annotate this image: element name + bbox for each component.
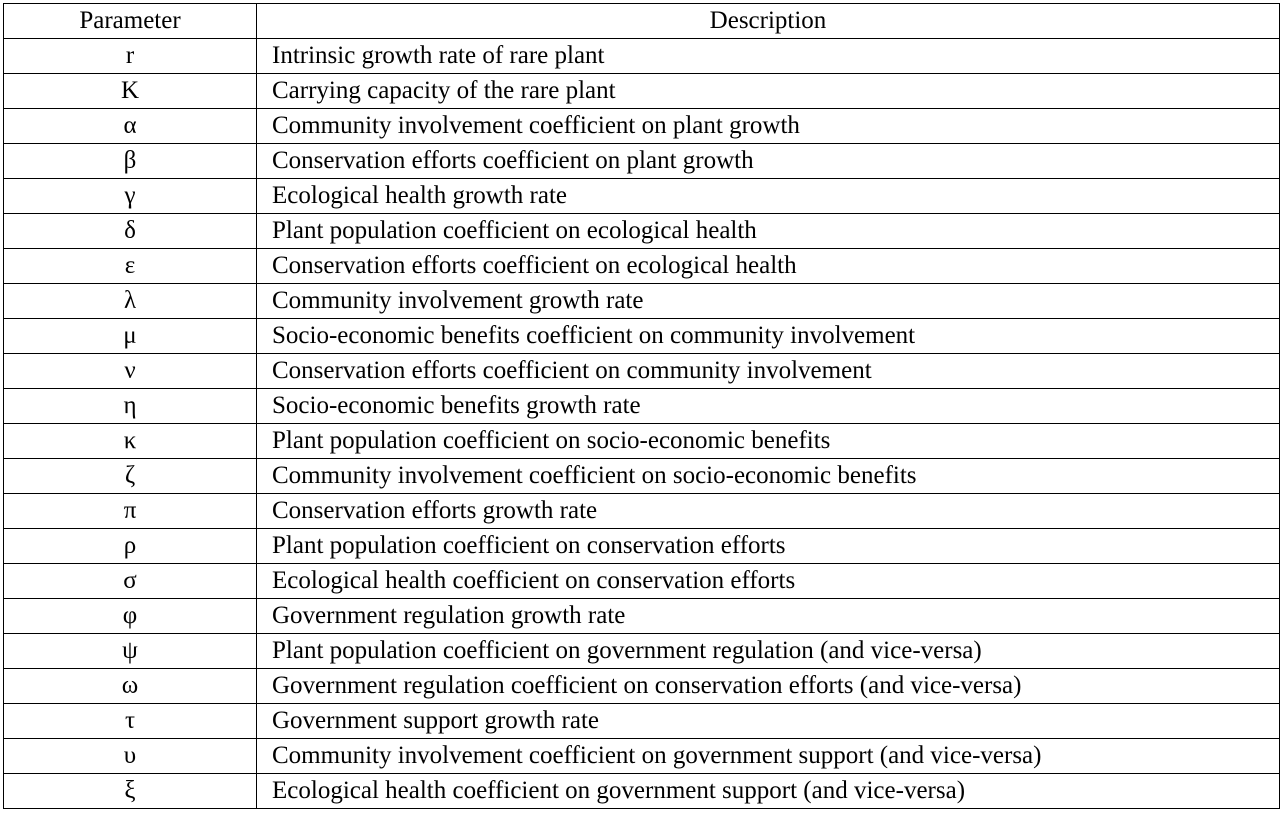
table-row: δ Plant population coefficient on ecolog… (3, 213, 1280, 249)
parameter-description: Plant population coefficient on socio-ec… (256, 423, 1280, 459)
parameter-symbol: ω (3, 668, 257, 704)
parameter-symbol: π (3, 493, 257, 529)
table-row: ε Conservation efforts coefficient on ec… (3, 248, 1280, 284)
parameter-description: Plant population coefficient on governme… (256, 633, 1280, 669)
parameter-description: Community involvement coefficient on soc… (256, 458, 1280, 494)
parameter-symbol: ξ (3, 773, 257, 809)
parameter-symbol: φ (3, 598, 257, 634)
parameter-description: Conservation efforts coefficient on comm… (256, 353, 1280, 389)
table-row: β Conservation efforts coefficient on pl… (3, 143, 1280, 179)
parameter-description: Intrinsic growth rate of rare plant (256, 38, 1280, 74)
table-body: r Intrinsic growth rate of rare plant K … (3, 38, 1280, 809)
parameter-description: Socio-economic benefits coefficient on c… (256, 318, 1280, 354)
parameter-description: Plant population coefficient on conserva… (256, 528, 1280, 564)
parameter-symbol: ν (3, 353, 257, 389)
parameter-symbol: τ (3, 703, 257, 739)
parameter-symbol: ρ (3, 528, 257, 564)
parameter-symbol: β (3, 143, 257, 179)
parameter-description: Socio-economic benefits growth rate (256, 388, 1280, 424)
parameter-description: Government regulation growth rate (256, 598, 1280, 634)
parameter-description: Community involvement coefficient on gov… (256, 738, 1280, 774)
table-row: π Conservation efforts growth rate (3, 493, 1280, 529)
table-row: τ Government support growth rate (3, 703, 1280, 739)
table-row: φ Government regulation growth rate (3, 598, 1280, 634)
parameter-symbol: μ (3, 318, 257, 354)
table-row: α Community involvement coefficient on p… (3, 108, 1280, 144)
table-row: ζ Community involvement coefficient on s… (3, 458, 1280, 494)
table-row: σ Ecological health coefficient on conse… (3, 563, 1280, 599)
parameter-symbol: γ (3, 178, 257, 214)
table-row: ψ Plant population coefficient on govern… (3, 633, 1280, 669)
parameter-description: Government support growth rate (256, 703, 1280, 739)
parameter-symbol: λ (3, 283, 257, 319)
header-row: Parameter Description (3, 3, 1280, 39)
table-row: ξ Ecological health coefficient on gover… (3, 773, 1280, 809)
parameter-description: Conservation efforts coefficient on ecol… (256, 248, 1280, 284)
parameter-symbol: κ (3, 423, 257, 459)
parameter-description: Conservation efforts coefficient on plan… (256, 143, 1280, 179)
parameter-symbol: η (3, 388, 257, 424)
table-row: κ Plant population coefficient on socio-… (3, 423, 1280, 459)
parameter-symbol: r (3, 38, 257, 74)
parameter-table-container: Parameter Description r Intrinsic growth… (3, 3, 1280, 809)
parameter-description: Community involvement growth rate (256, 283, 1280, 319)
header-parameter: Parameter (3, 3, 257, 39)
table-row: ω Government regulation coefficient on c… (3, 668, 1280, 704)
parameter-description: Conservation efforts growth rate (256, 493, 1280, 529)
parameter-description: Ecological health coefficient on governm… (256, 773, 1280, 809)
parameter-symbol: υ (3, 738, 257, 774)
table-row: λ Community involvement growth rate (3, 283, 1280, 319)
parameter-symbol: δ (3, 213, 257, 249)
parameter-description: Ecological health coefficient on conserv… (256, 563, 1280, 599)
parameter-symbol: ψ (3, 633, 257, 669)
parameter-symbol: ζ (3, 458, 257, 494)
parameter-description: Carrying capacity of the rare plant (256, 73, 1280, 109)
parameter-description: Government regulation coefficient on con… (256, 668, 1280, 704)
table-header: Parameter Description (3, 3, 1280, 39)
parameter-description: Community involvement coefficient on pla… (256, 108, 1280, 144)
table-row: υ Community involvement coefficient on g… (3, 738, 1280, 774)
header-description: Description (256, 3, 1280, 39)
parameter-description: Ecological health growth rate (256, 178, 1280, 214)
table-row: r Intrinsic growth rate of rare plant (3, 38, 1280, 74)
parameter-description: Plant population coefficient on ecologic… (256, 213, 1280, 249)
table-row: ρ Plant population coefficient on conser… (3, 528, 1280, 564)
parameter-symbol: K (3, 73, 257, 109)
table-row: μ Socio-economic benefits coefficient on… (3, 318, 1280, 354)
parameter-symbol: α (3, 108, 257, 144)
parameter-symbol: σ (3, 563, 257, 599)
table-row: γ Ecological health growth rate (3, 178, 1280, 214)
table-row: K Carrying capacity of the rare plant (3, 73, 1280, 109)
parameter-table: Parameter Description r Intrinsic growth… (3, 3, 1280, 809)
table-row: ν Conservation efforts coefficient on co… (3, 353, 1280, 389)
table-row: η Socio-economic benefits growth rate (3, 388, 1280, 424)
parameter-symbol: ε (3, 248, 257, 284)
